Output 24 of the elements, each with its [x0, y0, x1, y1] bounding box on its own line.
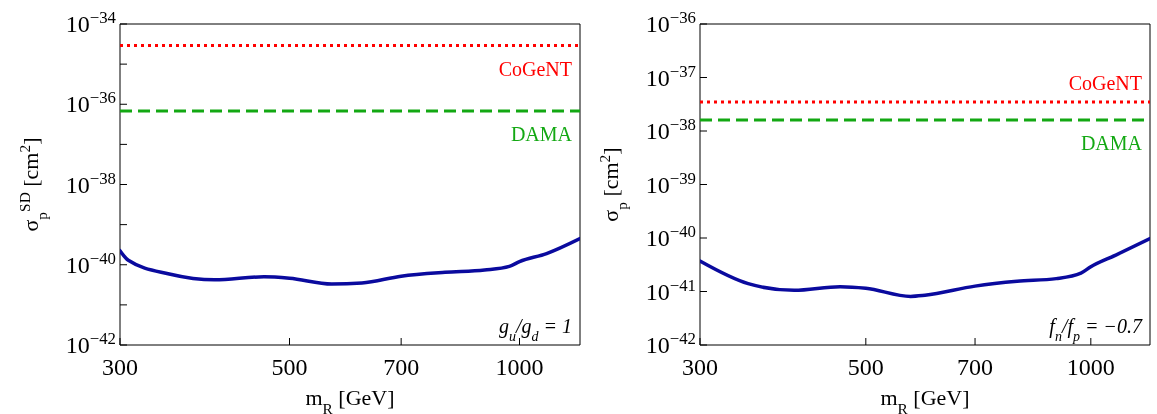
ref-line-label: CoGeNT [1068, 71, 1142, 94]
annotation: g$_{u}$/g$_{d}$ = 1 [498, 315, 572, 344]
x-tick-label: 700 [957, 354, 994, 380]
y-tick-label: 10$^{−40}$ [645, 221, 696, 251]
x-tick-label: 700 [383, 354, 420, 380]
x-axis-title: m$_{R}$ [GeV] [305, 385, 395, 414]
y-tick-label: 10$^{−36}$ [65, 87, 116, 118]
y-tick-label: 10$^{−39}$ [645, 168, 696, 198]
ref-line-label: DAMA [510, 122, 573, 145]
y-tick-label: 10$^{−36}$ [645, 7, 696, 37]
x-tick-label: 500 [847, 354, 884, 380]
y-tick-label: 10$^{−37}$ [645, 61, 696, 91]
ref-line-label: DAMA [1080, 132, 1143, 155]
annotation: f$_{n}$/f$_{p}$ = −0.7 [1049, 315, 1143, 344]
y-tick-label: 10$^{−40}$ [65, 248, 116, 278]
ref-line-label: CoGeNT [498, 57, 572, 80]
x-tick-label: 1000 [495, 354, 544, 380]
y-tick-label: 10$^{−38}$ [645, 114, 696, 144]
x-tick-label: 1000 [1066, 354, 1115, 380]
x-axis-title: m$_{R}$ [GeV] [880, 385, 970, 414]
y-tick-label: 10$^{−34}$ [65, 7, 117, 37]
y-tick-label: 10$^{−38}$ [65, 168, 116, 198]
x-tick-label: 500 [271, 354, 308, 380]
y-tick-label: 10$^{−41}$ [645, 275, 696, 305]
